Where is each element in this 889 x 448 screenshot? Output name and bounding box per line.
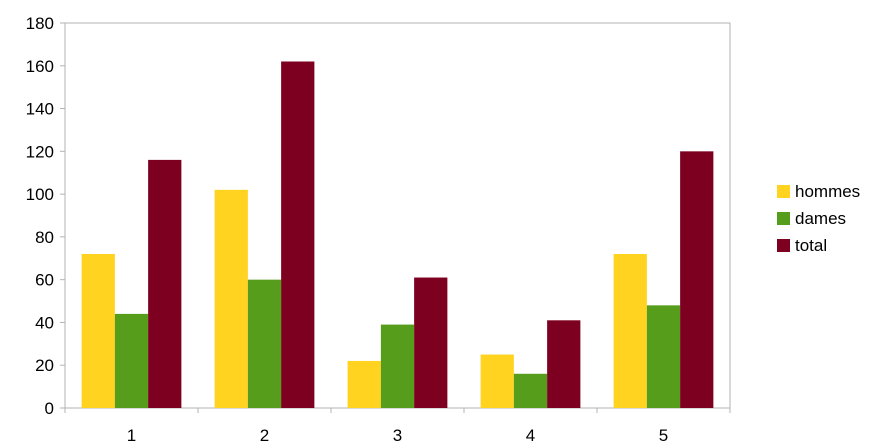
bar-dames-2 [247, 279, 282, 408]
y-tick-label: 20 [35, 356, 54, 375]
legend-item-hommes: hommes [777, 178, 860, 205]
bar-hommes-3 [347, 360, 381, 408]
legend-swatch-hommes [777, 185, 790, 198]
x-tick-label: 4 [526, 426, 535, 445]
bar-hommes-1 [81, 254, 115, 408]
x-tick-label: 1 [127, 426, 136, 445]
legend-label-hommes: hommes [795, 181, 861, 201]
bar-total-3 [414, 277, 448, 408]
bar-dames-3 [380, 324, 415, 408]
legend-item-total: total [777, 232, 860, 259]
legend-swatch-dames [777, 212, 790, 225]
x-tick-label: 5 [659, 426, 668, 445]
y-tick-label: 40 [35, 313, 54, 332]
legend-label-total: total [795, 235, 828, 255]
y-tick-label: 120 [26, 142, 54, 161]
legend-swatch-total [777, 239, 790, 252]
x-axis: 1 2 3 4 5 [64, 408, 731, 445]
bars [81, 61, 714, 409]
bar-total-2 [281, 61, 315, 408]
bar-dames-4 [513, 373, 548, 408]
bar-hommes-5 [613, 254, 647, 408]
x-tick-label: 3 [393, 426, 402, 445]
y-tick-label: 180 [26, 14, 54, 33]
y-axis: 0 20 40 60 80 100 120 140 160 180 [26, 14, 65, 418]
y-tick-label: 0 [45, 399, 54, 418]
y-tick-label: 160 [26, 57, 54, 76]
y-tick-label: 100 [26, 185, 54, 204]
y-tick-label: 80 [35, 228, 54, 247]
bar-hommes-4 [480, 354, 514, 408]
x-tick-label: 2 [260, 426, 269, 445]
legend: hommes dames total [777, 178, 860, 259]
legend-label-dames: dames [795, 208, 847, 228]
bar-total-1 [148, 159, 182, 408]
bar-hommes-2 [214, 189, 248, 408]
bar-total-4 [547, 320, 581, 408]
y-tick-label: 60 [35, 271, 54, 290]
bar-dames-5 [646, 305, 681, 408]
y-tick-label: 140 [26, 100, 54, 119]
bar-dames-1 [114, 313, 149, 408]
bar-total-5 [680, 151, 714, 409]
legend-item-dames: dames [777, 205, 860, 232]
